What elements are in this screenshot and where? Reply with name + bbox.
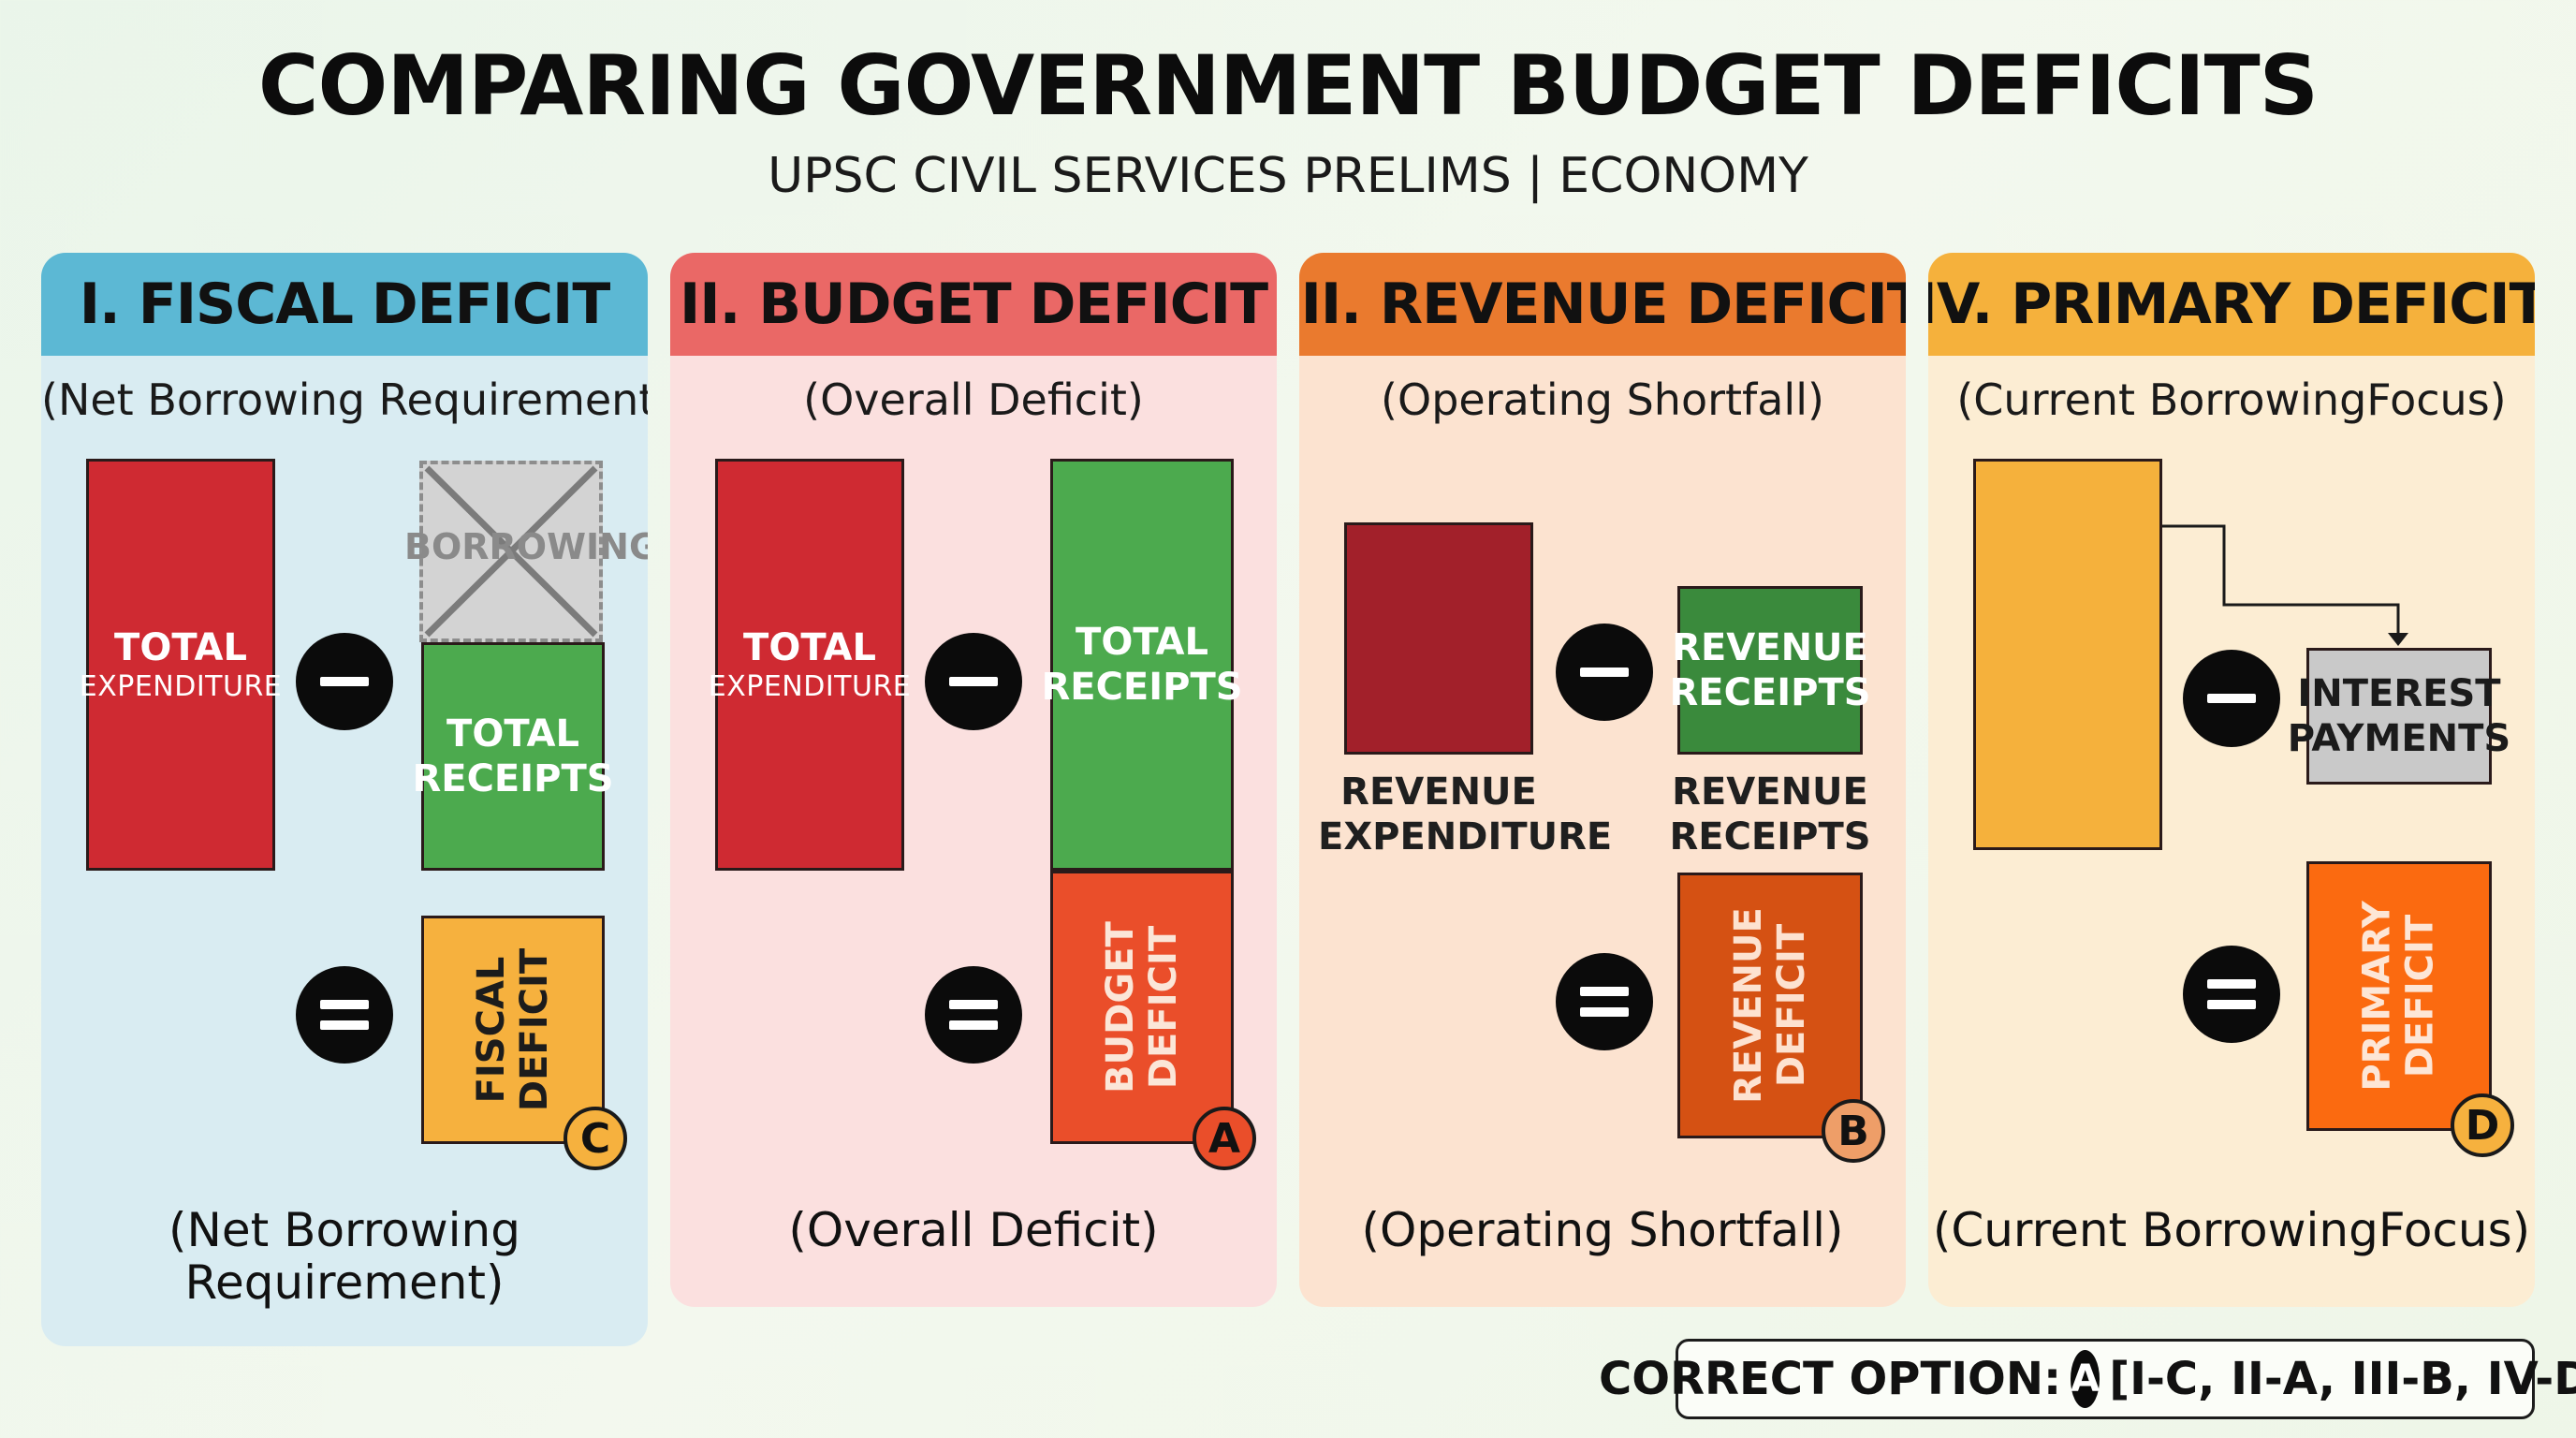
fiscal-deficit-box: [1973, 459, 2162, 850]
panel-heading: II. BUDGET DEFICIT: [670, 253, 1277, 356]
option-badge-d: D: [2451, 1093, 2514, 1157]
revenue-expenditure-label: REVENUE EXPENDITURE: [1318, 770, 1613, 859]
box-label: PAYMENTS: [2287, 717, 2511, 760]
panel-heading: I. FISCAL DEFICIT: [41, 253, 648, 356]
correct-option-box: CORRECT OPTION: A [I-C, II-A, III-B, IV-…: [1599, 1339, 2576, 1419]
panel-footer: (Net Borrowing Requirement): [41, 1204, 648, 1309]
box-label: PRIMARY: [2356, 901, 2399, 1092]
caption-line: REVENUE: [1672, 770, 1868, 814]
interest-payments-box: INTEREST PAYMENTS: [2288, 648, 2510, 785]
panel-heading: III. REVENUE DEFICIT: [1299, 253, 1906, 356]
box-label: TOTAL: [743, 626, 876, 669]
caption-line: RECEIPTS: [1669, 815, 1871, 858]
panel-revenue-deficit: III. REVENUE DEFICIT (Operating Shortfal…: [1299, 253, 1906, 1307]
borrowings-label: BORROWINGS: [404, 526, 648, 567]
caption-line: EXPENDITURE: [1318, 815, 1613, 858]
panel-subheading: (Net Borrowing Requirement): [41, 374, 648, 425]
panel-subheading: (Current BorrowingFocus): [1956, 374, 2507, 425]
box-label: RECEIPTS: [1669, 671, 1871, 714]
panel-fiscal-deficit: I. FISCAL DEFICIT (Net Borrowing Require…: [41, 253, 648, 1346]
total-expenditure-box: TOTAL EXPENDITURE: [80, 459, 282, 871]
borrowings-crossed-box: BORROWINGS: [404, 461, 648, 642]
revenue-deficit-box: REVENUE DEFICIT: [1677, 873, 1863, 1138]
correct-option-mapping: [I-C, II-A, III-B, IV-D]: [2109, 1353, 2576, 1405]
box-label: RECEIPTS: [412, 757, 614, 800]
panel-subheading: (Overall Deficit): [803, 374, 1144, 425]
revenue-receipts-label: REVENUE RECEIPTS: [1653, 770, 1887, 859]
box-label: REVENUE: [1727, 907, 1770, 1104]
panel-footer: (Current BorrowingFocus): [1932, 1203, 2531, 1257]
box-label: FISCAL: [469, 956, 513, 1104]
box-label: TOTAL: [446, 712, 579, 756]
budget-deficit-box: BUDGET DEFICIT: [1050, 871, 1234, 1144]
box-label: EXPENDITURE: [708, 670, 912, 703]
total-receipts-box: TOTAL RECEIPTS: [412, 642, 614, 871]
fiscal-deficit-box: FISCAL DEFICIT: [421, 916, 605, 1144]
box-label: TOTAL: [1076, 621, 1208, 664]
page-subtitle: UPSC CIVIL SERVICES PRELIMS | ECONOMY: [768, 148, 1808, 204]
box-label: RECEIPTS: [1041, 666, 1243, 709]
box-label: DEFICIT: [1142, 925, 1185, 1090]
primary-deficit-box: PRIMARY DEFICIT: [2306, 861, 2492, 1131]
minus-operator-icon: [1556, 624, 1653, 721]
equals-operator-icon: [2183, 946, 2280, 1043]
minus-operator-icon: [925, 633, 1022, 730]
box-label: REVENUE: [1672, 626, 1868, 669]
panel-budget-deficit: II. BUDGET DEFICIT (Overall Deficit) TOT…: [670, 253, 1277, 1307]
box-label: EXPENDITURE: [79, 670, 283, 703]
equals-operator-icon: [1556, 953, 1653, 1050]
footer-line: Requirement): [184, 1255, 505, 1310]
panel-heading: IV. PRIMARY DEFICIT: [1928, 253, 2535, 356]
total-expenditure-box: TOTAL EXPENDITURE: [709, 459, 911, 871]
panel-subheading: (Operating Shortfall): [1381, 374, 1824, 425]
total-receipts-box: TOTAL RECEIPTS: [1041, 459, 1243, 871]
panel-footer: (Operating Shortfall): [1361, 1203, 1844, 1257]
correct-option-label: CORRECT OPTION:: [1599, 1353, 2062, 1405]
option-badge-b: B: [1822, 1099, 1885, 1163]
revenue-receipts-box: REVENUE RECEIPTS: [1669, 586, 1871, 755]
minus-operator-icon: [2183, 650, 2280, 747]
box-label: DEFICIT: [2399, 914, 2442, 1078]
equals-operator-icon: [296, 966, 393, 1064]
cross-out-icon: [424, 465, 598, 638]
page-title: COMPARING GOVERNMENT BUDGET DEFICITS: [257, 37, 2319, 134]
connector-arrow-icon: [2162, 524, 2408, 646]
panel-primary-deficit: IV. PRIMARY DEFICIT (Current BorrowingFo…: [1928, 253, 2535, 1307]
correct-option-badge: A: [2071, 1350, 2100, 1408]
option-badge-a: A: [1193, 1107, 1256, 1170]
box-label: INTEREST: [2297, 672, 2501, 715]
panel-footer: (Overall Deficit): [788, 1203, 1159, 1257]
box-label: TOTAL: [114, 626, 247, 669]
equals-operator-icon: [925, 966, 1022, 1064]
revenue-expenditure-box: [1344, 522, 1533, 755]
minus-operator-icon: [296, 633, 393, 730]
option-badge-c: C: [564, 1107, 627, 1170]
box-label: DEFICIT: [512, 947, 556, 1112]
caption-line: REVENUE: [1340, 770, 1537, 814]
box-label: BUDGET: [1099, 921, 1142, 1093]
box-label: DEFICIT: [1770, 923, 1813, 1088]
footer-line: (Net Borrowing: [168, 1203, 520, 1257]
